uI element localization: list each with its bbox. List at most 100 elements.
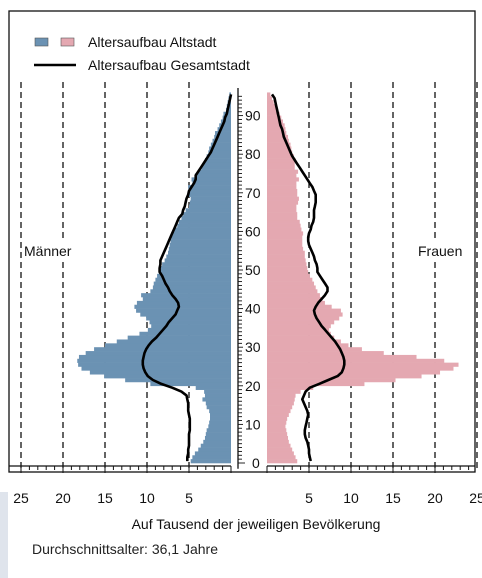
x-tick-label-right-25: 25: [469, 490, 482, 506]
bar-female-age-37: [267, 316, 340, 321]
bar-female-age-11: [267, 416, 288, 421]
bar-female-age-0: [267, 459, 298, 464]
bar-male-age-64: [183, 212, 231, 217]
bar-female-age-23: [267, 370, 441, 375]
bar-female-age-15: [267, 401, 294, 406]
x-tick-label-left-10: 10: [139, 490, 155, 506]
bar-male-age-73: [191, 177, 231, 182]
bar-female-age-10: [267, 420, 287, 425]
side-label-right-bg: [414, 240, 474, 262]
bar-female-age-82: [267, 142, 291, 147]
bar-male-age-59: [173, 231, 231, 236]
bar-male-age-30: [105, 343, 231, 348]
bar-female-age-2: [267, 451, 294, 456]
bar-female-age-61: [267, 223, 301, 228]
bar-female-age-93: [267, 100, 274, 105]
bar-female-age-95: [267, 92, 271, 97]
bar-female-age-32: [267, 335, 335, 340]
x-tick-label-left-25: 25: [13, 490, 29, 506]
bar-male-age-78: [204, 158, 231, 163]
bar-female-age-19: [267, 385, 314, 390]
bar-male-age-9: [208, 424, 231, 429]
bar-female-age-91: [267, 107, 278, 113]
bar-female-age-71: [267, 185, 297, 190]
age-label-bg-70: [243, 184, 263, 201]
age-label-bg-10: [243, 416, 263, 433]
age-label-bg-40: [243, 300, 263, 317]
bar-male-age-71: [188, 185, 231, 190]
bar-female-age-53: [267, 254, 305, 259]
bar-female-age-40: [267, 304, 332, 309]
x-tick-label-right-20: 20: [427, 490, 443, 506]
bar-female-age-51: [267, 262, 307, 267]
age-label-10: 10: [245, 416, 261, 432]
bar-male-age-35: [151, 324, 231, 329]
bar-female-age-45: [267, 285, 316, 290]
bar-female-age-18: [267, 389, 301, 394]
bar-female-age-72: [267, 181, 297, 186]
bar-female-age-62: [267, 219, 300, 224]
bar-female-age-78: [267, 158, 296, 163]
bar-male-age-25: [78, 362, 232, 367]
bar-female-age-4: [267, 443, 291, 448]
bar-male-age-52: [164, 258, 231, 263]
age-label-70: 70: [245, 185, 261, 201]
bar-female-age-77: [267, 161, 295, 167]
bar-female-age-84: [267, 134, 288, 140]
bar-female-age-31: [267, 339, 341, 344]
footer-panel-left-strip: [0, 492, 8, 578]
bar-male-age-62: [178, 219, 231, 224]
bar-male-age-23: [89, 370, 231, 375]
bar-male-age-45: [152, 285, 231, 290]
bar-male-age-3: [198, 447, 231, 452]
bar-female-age-41: [267, 300, 325, 306]
bar-female-age-92: [267, 104, 277, 109]
bar-female-age-83: [267, 138, 289, 143]
bar-male-age-18: [204, 389, 231, 394]
bar-male-age-14: [206, 405, 231, 410]
bar-female-age-47: [267, 277, 313, 282]
bar-male-age-42: [142, 297, 231, 302]
bar-male-age-88: [220, 119, 231, 124]
bar-male-age-70: [189, 188, 231, 194]
bar-male-age-65: [185, 208, 231, 213]
bar-female-age-8: [267, 428, 287, 433]
x-tick-label-right-15: 15: [385, 490, 401, 506]
age-label-bg-20: [243, 377, 263, 394]
age-label-bg-50: [243, 262, 263, 278]
bar-female-age-7: [267, 432, 288, 437]
bar-female-age-63: [267, 215, 298, 221]
bar-male-age-75: [198, 169, 231, 174]
bar-female-age-79: [267, 154, 294, 159]
bar-male-age-31: [116, 339, 231, 344]
bar-male-age-51: [162, 262, 231, 267]
bar-female-age-80: [267, 150, 293, 155]
bar-female-age-74: [267, 173, 297, 178]
x-tick-label-right-10: 10: [343, 490, 359, 506]
age-label-40: 40: [245, 301, 261, 317]
age-label-20: 20: [245, 378, 261, 394]
bar-male-age-50: [160, 266, 231, 271]
legend-label-gesamtstadt: Altersaufbau Gesamtstadt: [88, 57, 250, 73]
age-label-bg-80: [243, 146, 263, 163]
bar-female-age-73: [267, 177, 299, 182]
bar-female-age-87: [267, 123, 285, 128]
x-axis-title: Auf Tausend der jeweiligen Bevölkerung: [132, 516, 381, 532]
bar-male-age-79: [206, 154, 231, 159]
bar-female-age-26: [267, 358, 445, 363]
bar-female-age-14: [267, 405, 293, 410]
bar-female-age-29: [267, 347, 362, 352]
bar-male-age-4: [200, 443, 231, 448]
bar-female-age-88: [267, 119, 283, 124]
bar-female-age-48: [267, 273, 310, 279]
bar-female-age-27: [267, 354, 417, 360]
bar-male-age-84: [214, 134, 231, 140]
x-tick-label-right-5: 5: [305, 490, 313, 506]
bar-male-age-81: [209, 146, 231, 151]
legend-swatch-male: [34, 37, 49, 47]
bar-male-age-12: [210, 412, 231, 417]
x-tick-label-left-5: 5: [185, 490, 193, 506]
grid-lines: [20, 82, 478, 472]
bar-male-age-67: [189, 200, 231, 205]
